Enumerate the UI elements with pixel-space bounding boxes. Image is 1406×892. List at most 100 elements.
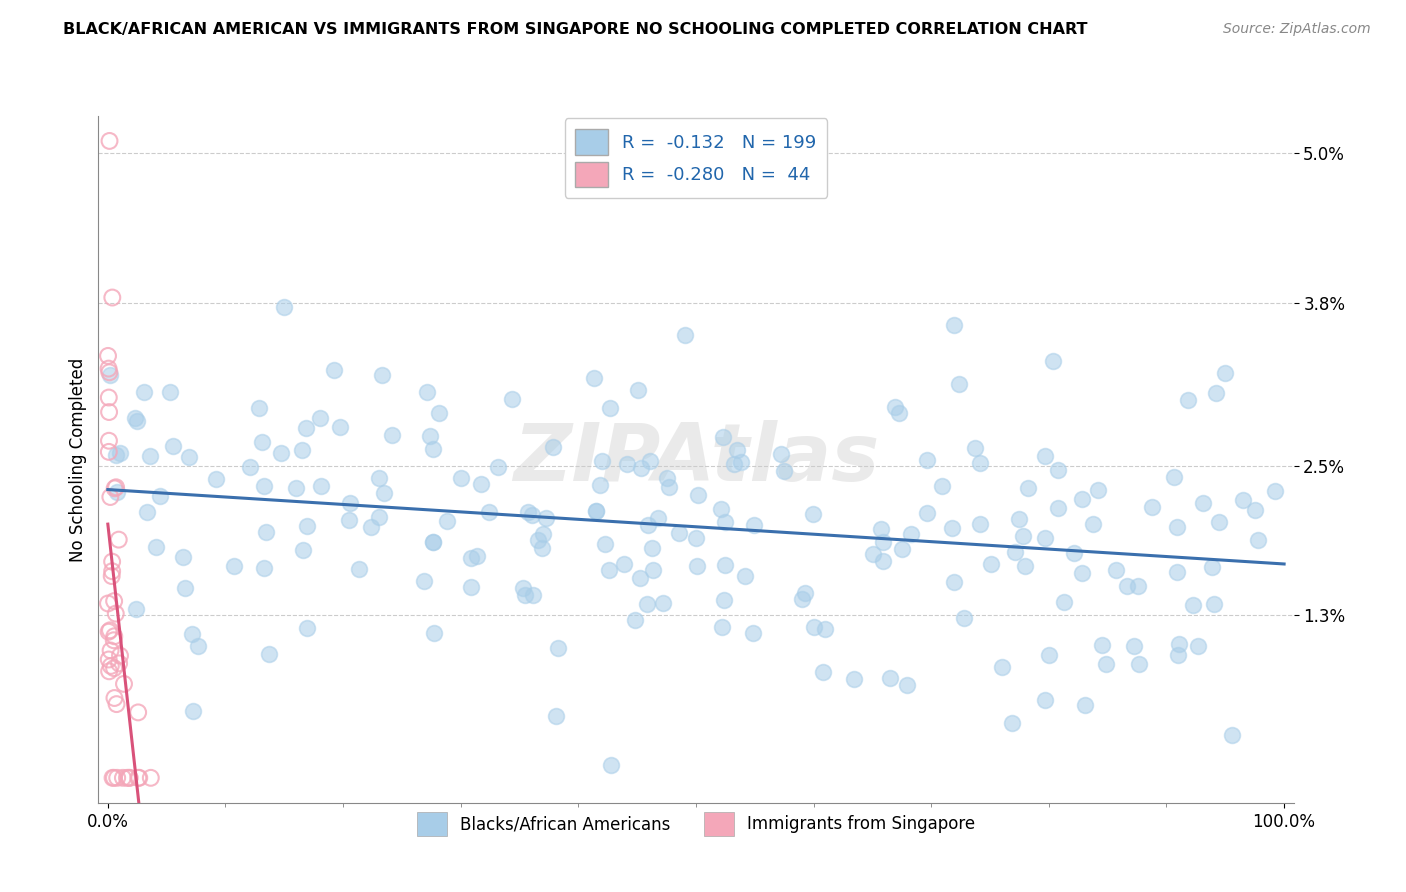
Point <box>98 624 121 638</box>
Point <box>174 582 197 596</box>
Point <box>624 613 647 627</box>
Point <box>309 411 332 425</box>
Point <box>636 597 658 611</box>
Point <box>1128 657 1150 672</box>
Point <box>628 571 651 585</box>
Point <box>118 771 141 785</box>
Point <box>105 771 128 785</box>
Point <box>522 508 544 522</box>
Point <box>118 771 141 785</box>
Point <box>811 665 834 680</box>
Point <box>1033 692 1056 706</box>
Point <box>1192 496 1215 510</box>
Point <box>979 557 1001 571</box>
Point <box>630 461 652 475</box>
Point <box>1168 637 1191 651</box>
Point <box>1008 511 1031 525</box>
Point <box>100 659 122 673</box>
Point <box>1163 469 1185 483</box>
Point <box>657 471 679 485</box>
Point <box>98 365 121 379</box>
Point <box>290 443 312 458</box>
Point <box>1264 483 1286 498</box>
Point <box>793 586 815 600</box>
Point <box>1208 515 1230 529</box>
Point <box>125 602 148 616</box>
Point <box>124 411 146 425</box>
Point <box>97 391 120 405</box>
Point <box>1201 560 1223 574</box>
Point <box>97 652 120 666</box>
Point <box>1220 728 1243 742</box>
Point <box>668 526 690 541</box>
Point <box>309 479 332 493</box>
Point <box>870 522 893 536</box>
Point <box>917 452 939 467</box>
Point <box>1087 483 1109 498</box>
Point <box>1094 657 1116 672</box>
Point <box>522 588 544 602</box>
Point <box>115 771 138 785</box>
Point <box>105 448 128 462</box>
Point <box>104 481 127 495</box>
Point <box>98 134 121 148</box>
Point <box>297 621 319 635</box>
Point <box>180 626 202 640</box>
Point <box>460 550 482 565</box>
Point <box>516 505 538 519</box>
Point <box>254 525 277 540</box>
Point <box>422 535 444 549</box>
Point <box>339 496 361 510</box>
Point <box>803 620 825 634</box>
Point <box>1091 638 1114 652</box>
Point <box>360 520 382 534</box>
Point <box>98 368 121 382</box>
Point <box>588 477 610 491</box>
Point <box>1017 481 1039 495</box>
Point <box>714 558 737 572</box>
Point <box>97 597 120 611</box>
Point <box>711 620 734 634</box>
Point <box>896 678 918 692</box>
Point <box>105 697 128 711</box>
Point <box>103 633 125 648</box>
Point <box>627 383 650 397</box>
Text: Source: ZipAtlas.com: Source: ZipAtlas.com <box>1223 22 1371 37</box>
Point <box>862 547 884 561</box>
Point <box>460 581 482 595</box>
Point <box>110 446 132 460</box>
Point <box>1042 354 1064 368</box>
Point <box>162 439 184 453</box>
Point <box>107 484 129 499</box>
Point <box>969 456 991 470</box>
Point <box>422 442 444 457</box>
Point <box>685 531 707 545</box>
Point <box>1014 559 1036 574</box>
Point <box>1205 385 1227 400</box>
Point <box>647 511 669 525</box>
Point <box>501 392 523 407</box>
Point <box>347 562 370 576</box>
Point <box>1187 639 1209 653</box>
Point <box>534 511 557 525</box>
Point <box>725 443 748 458</box>
Point <box>1063 546 1085 560</box>
Point <box>1012 529 1035 543</box>
Point <box>941 521 963 535</box>
Point <box>872 554 894 568</box>
Point <box>381 427 404 442</box>
Point <box>541 440 564 454</box>
Point <box>145 541 167 555</box>
Point <box>1232 493 1254 508</box>
Point <box>582 370 605 384</box>
Point <box>1105 564 1128 578</box>
Point <box>1215 366 1237 380</box>
Point <box>710 501 733 516</box>
Point <box>1004 545 1026 559</box>
Point <box>422 534 444 549</box>
Point <box>132 384 155 399</box>
Point <box>105 480 128 494</box>
Point <box>253 561 276 575</box>
Point <box>1001 716 1024 731</box>
Point <box>1047 500 1070 515</box>
